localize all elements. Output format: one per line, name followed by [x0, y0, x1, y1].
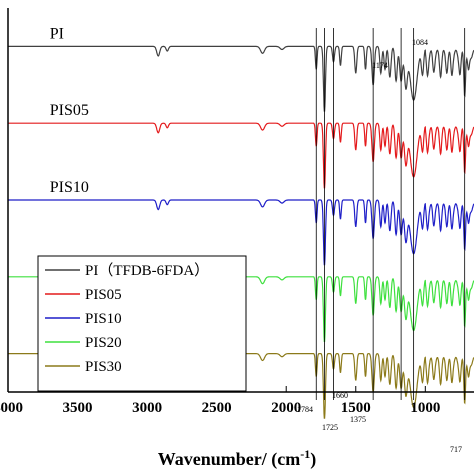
legend-label-3: PIS20	[85, 335, 122, 351]
marker-label-1174: 1174	[372, 61, 388, 70]
marker-layer: 1784 1725 1660 1375 1174 1084 717	[297, 28, 466, 454]
legend-label-0: PI（TFDB-6FDA）	[85, 262, 209, 279]
series-label-pis05: PIS05	[50, 102, 89, 119]
legend-label-1: PIS05	[85, 287, 122, 303]
series-line-pis10	[8, 199, 474, 266]
x-tick-label-2000: 2000	[271, 400, 301, 416]
label-layer: Wavenumber/ (cm-1)	[158, 447, 316, 470]
legend-label-2: PIS10	[85, 311, 122, 327]
legend-label-4: PIS30	[85, 359, 122, 375]
x-tick-label-4000: 4000	[0, 400, 23, 416]
marker-label-1084: 1084	[412, 38, 428, 47]
series-label-pi: PI	[50, 25, 64, 42]
series-line-pi	[8, 45, 474, 112]
series-line-pis05	[8, 122, 474, 189]
marker-label-1660: 1660	[332, 391, 348, 400]
x-tick-label-1000: 1000	[410, 400, 440, 416]
x-tick-label-3000: 3000	[132, 400, 162, 416]
legend-box	[37, 255, 247, 392]
marker-label-1375: 1375	[350, 415, 366, 424]
marker-label-1784: 1784	[297, 405, 313, 414]
axis-layer: 4000 3500 3000 2500 2000 1500 1000	[0, 8, 474, 416]
x-tick-label-1500: 1500	[341, 400, 371, 416]
legend: PI（TFDB-6FDA） PIS05 PIS10 PIS20 PIS30	[37, 255, 247, 392]
marker-label-1725: 1725	[322, 423, 338, 432]
x-tick-label-2500: 2500	[202, 400, 232, 416]
marker-label-717: 717	[450, 445, 462, 454]
x-tick-label-3500: 3500	[63, 400, 93, 416]
series-label-pis10: PIS10	[50, 179, 89, 196]
x-axis-label: Wavenumber/ (cm-1)	[158, 447, 316, 470]
